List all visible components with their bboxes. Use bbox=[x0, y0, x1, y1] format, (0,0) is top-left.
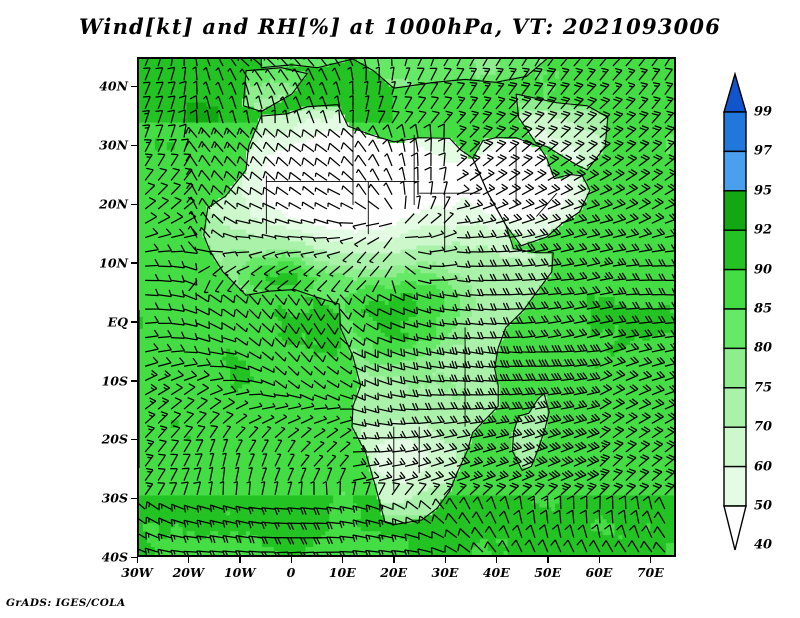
x-tick-label: 0 bbox=[286, 565, 296, 580]
y-tick-mark bbox=[131, 262, 137, 264]
y-tick-label: 30S bbox=[101, 490, 128, 506]
x-tick-mark bbox=[136, 557, 138, 563]
y-tick-label: 10N bbox=[99, 255, 128, 271]
colorbar-band bbox=[723, 150, 747, 192]
x-tick-mark bbox=[495, 557, 498, 563]
colorbar-over-cap bbox=[723, 72, 747, 113]
colorbar-tick-label: 95 bbox=[754, 183, 773, 199]
y-tick-mark bbox=[131, 380, 137, 382]
colorbar-band bbox=[723, 308, 747, 350]
rh-wind-map bbox=[139, 59, 674, 555]
y-tick-mark bbox=[131, 144, 137, 147]
colorbar-tick-label: 40 bbox=[754, 537, 773, 553]
colorbar-tick-label: 60 bbox=[754, 459, 773, 475]
wind-barb-layer bbox=[139, 59, 674, 555]
colorbar-band bbox=[723, 229, 747, 271]
y-tick-mark bbox=[131, 438, 137, 441]
y-tick-mark bbox=[131, 321, 137, 323]
colorbar-tick-label: 50 bbox=[754, 498, 773, 514]
y-tick-label: 30N bbox=[99, 137, 128, 153]
map-plot-area bbox=[137, 57, 676, 557]
colorbar-tick-label: 97 bbox=[754, 143, 773, 159]
x-tick-mark bbox=[649, 557, 652, 563]
colorbar-band bbox=[723, 190, 747, 231]
colorbar-tick-label: 70 bbox=[754, 419, 773, 435]
page-title: Wind[kt] and RH[%] at 1000hPa, VT: 20210… bbox=[78, 14, 722, 39]
y-tick-mark bbox=[131, 497, 137, 500]
x-tick-label: 60E bbox=[585, 565, 613, 580]
x-tick-mark bbox=[239, 557, 241, 563]
y-tick-label: 20S bbox=[101, 431, 128, 447]
x-tick-label: 40E bbox=[482, 565, 510, 580]
y-tick-label: 40N bbox=[99, 78, 128, 94]
x-tick-label: 70E bbox=[636, 565, 664, 580]
colorbar-tick-label: 75 bbox=[754, 380, 773, 396]
colorbar-band bbox=[723, 268, 747, 310]
y-tick-mark bbox=[131, 85, 137, 88]
x-tick-label: 50E bbox=[534, 565, 562, 580]
x-tick-label: 20E bbox=[380, 565, 408, 580]
y-tick-label: 10S bbox=[101, 373, 128, 389]
x-tick-mark bbox=[290, 557, 292, 563]
colorbar-under-cap bbox=[723, 505, 747, 551]
x-tick-label: 30W bbox=[121, 565, 153, 580]
y-tick-label: EQ bbox=[107, 314, 128, 330]
x-tick-mark bbox=[187, 557, 190, 563]
x-tick-mark bbox=[393, 557, 395, 563]
x-tick-label: 10W bbox=[223, 565, 256, 580]
x-tick-mark bbox=[444, 557, 446, 563]
x-tick-label: 10E bbox=[328, 565, 356, 580]
y-tick-mark bbox=[131, 203, 137, 206]
colorbar-band bbox=[723, 347, 747, 389]
footer-credit: GrADS: IGES/COLA bbox=[6, 597, 126, 609]
y-tick-mark bbox=[131, 556, 137, 558]
colorbar-tick-label: 99 bbox=[754, 104, 773, 120]
colorbar-swatches bbox=[723, 72, 747, 551]
y-tick-label: 40S bbox=[101, 549, 128, 565]
colorbar-band bbox=[723, 465, 747, 507]
colorbar-band bbox=[723, 111, 747, 153]
x-tick-mark bbox=[547, 557, 549, 563]
colorbar-band bbox=[723, 426, 747, 468]
coastline-layer bbox=[139, 59, 609, 526]
colorbar-tick-label: 92 bbox=[754, 222, 773, 238]
colorbar bbox=[718, 72, 788, 554]
x-tick-label: 30E bbox=[431, 565, 459, 580]
y-tick-label: 20N bbox=[99, 196, 128, 212]
colorbar-band bbox=[723, 387, 747, 428]
x-tick-label: 20W bbox=[172, 565, 205, 580]
x-tick-mark bbox=[341, 557, 344, 563]
x-tick-mark bbox=[598, 557, 600, 563]
colorbar-tick-label: 80 bbox=[754, 340, 773, 356]
colorbar-tick-label: 85 bbox=[754, 301, 773, 317]
colorbar-tick-label: 90 bbox=[754, 262, 773, 278]
